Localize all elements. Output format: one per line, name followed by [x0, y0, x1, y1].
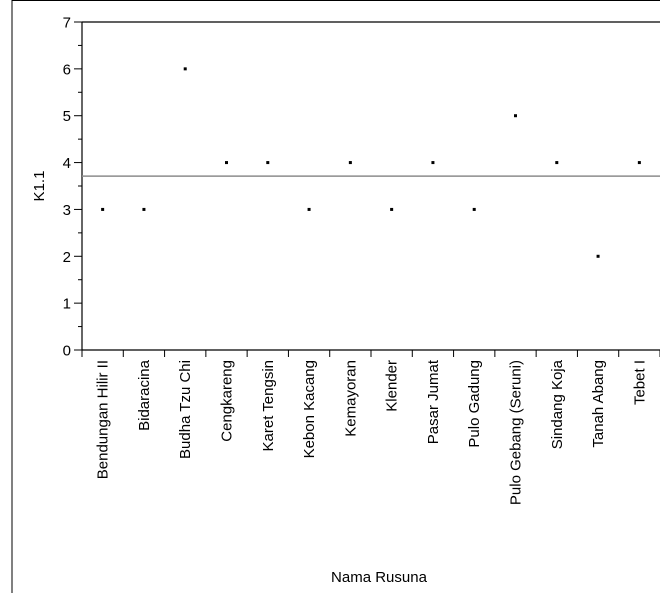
- x-tick-label: Sindang Koja: [549, 359, 566, 449]
- x-tick-label: Karet Tengsin: [260, 360, 277, 451]
- y-tick-label: 7: [63, 15, 71, 32]
- y-tick-label: 3: [63, 202, 71, 219]
- data-point: [596, 254, 600, 258]
- y-axis-label: K1.1: [31, 171, 48, 202]
- x-tick-label: Tebet I: [631, 360, 648, 405]
- data-point: [637, 161, 641, 165]
- x-tick-label: Cengkareng: [219, 360, 236, 442]
- x-tick-label: Bidaracina: [136, 359, 153, 431]
- y-tick-label: 4: [63, 155, 71, 172]
- x-tick-label: Klender: [384, 360, 401, 412]
- y-axis: 0 1 2 3 4 5 6 7: [63, 15, 82, 360]
- x-tick-label: Tanah Abang: [590, 360, 607, 448]
- data-point: [348, 161, 352, 165]
- data-point: [472, 207, 476, 211]
- x-tick-label: Kebon Kacang: [301, 360, 318, 458]
- data-point: [142, 207, 146, 211]
- y-tick-label: 1: [63, 296, 71, 313]
- data-point: [307, 207, 311, 211]
- data-point: [183, 67, 187, 71]
- y-tick-label: 6: [63, 61, 71, 78]
- y-tick-label: 0: [63, 343, 71, 360]
- x-tick-label: Kemayoran: [342, 360, 359, 437]
- x-tick-label: Budha Tzu Chi: [177, 360, 194, 459]
- x-axis-label: Nama Rusuna: [331, 569, 428, 586]
- data-point: [101, 207, 105, 211]
- data-point: [266, 161, 270, 165]
- data-points: [101, 67, 641, 258]
- data-point: [555, 161, 559, 165]
- plot-frame: [11, 0, 660, 593]
- x-tick-label: Pulo Gadung: [466, 360, 483, 448]
- x-tick-label: Pasar Jumat: [425, 359, 442, 444]
- y-tick-label: 2: [63, 249, 71, 266]
- x-axis: Bendungan Hilir II Bidaracina Budha Tzu Ch…: [81, 350, 660, 505]
- y-tick-label: 5: [63, 108, 71, 125]
- data-point: [431, 161, 435, 165]
- x-tick-label: Bendungan Hilir II: [95, 360, 112, 479]
- data-point: [225, 161, 228, 165]
- data-point: [390, 207, 394, 211]
- data-point: [514, 114, 517, 118]
- x-tick-label: Pulo Gebang (Seruni): [508, 360, 525, 505]
